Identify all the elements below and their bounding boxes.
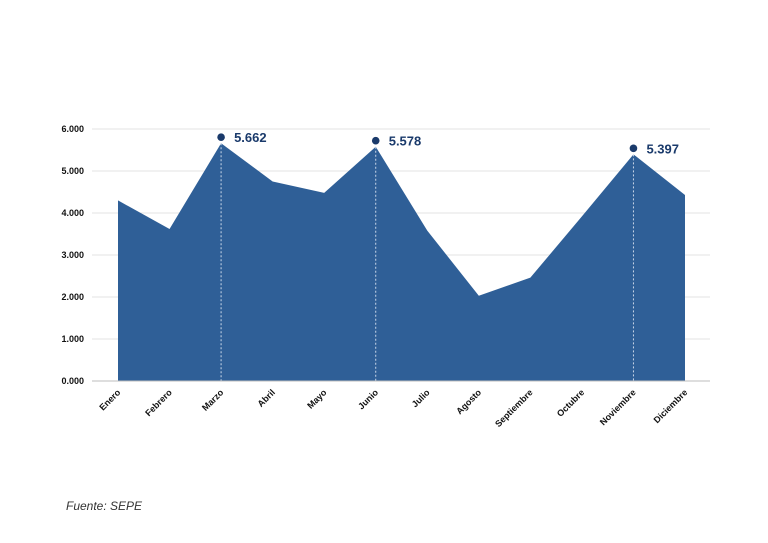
source-note: Fuente: SEPE: [66, 499, 143, 513]
y-axis-tick-labels: 0.000 1.000 2.000 3.000 4.000 5.000 6.000: [61, 124, 84, 386]
y-tick-label: 6.000: [61, 124, 84, 134]
highlight-marker: [371, 136, 380, 145]
highlight-value-label: 5.578: [389, 134, 422, 149]
y-tick-label: 4.000: [61, 208, 84, 218]
y-tick-label: 0.000: [61, 376, 84, 386]
y-tick-label: 3.000: [61, 250, 84, 260]
x-category-label: Enero: [97, 387, 122, 412]
x-axis-category-labels: Enero Febrero Marzo Abril Mayo Junio Julio Agos…: [97, 387, 689, 429]
x-category-label: Septiembre: [493, 387, 535, 429]
x-category-label: Junio: [356, 387, 380, 411]
highlight-marker: [217, 133, 225, 141]
highlight-value-label: 5.397: [646, 141, 679, 156]
highlight-value-label: 5.662: [234, 130, 267, 145]
x-category-label: Diciembre: [652, 387, 690, 425]
x-category-label: Mayo: [305, 387, 329, 411]
x-category-label: Noviembre: [598, 387, 638, 427]
highlight-marker: [629, 144, 638, 153]
x-category-label: Octubre: [555, 387, 586, 418]
x-category-label: Febrero: [143, 387, 174, 418]
highlight-guide-lines: [220, 143, 634, 381]
x-category-label: Marzo: [200, 387, 226, 413]
x-category-label: Julio: [410, 387, 432, 409]
y-tick-label: 2.000: [61, 292, 84, 302]
y-tick-label: 1.000: [61, 334, 84, 344]
x-category-label: Agosto: [454, 387, 483, 416]
highlight-markers: 5.662 5.578 5.397: [217, 130, 679, 156]
area-series: [118, 143, 685, 381]
y-tick-label: 5.000: [61, 166, 84, 176]
x-category-label: Abril: [255, 387, 277, 409]
